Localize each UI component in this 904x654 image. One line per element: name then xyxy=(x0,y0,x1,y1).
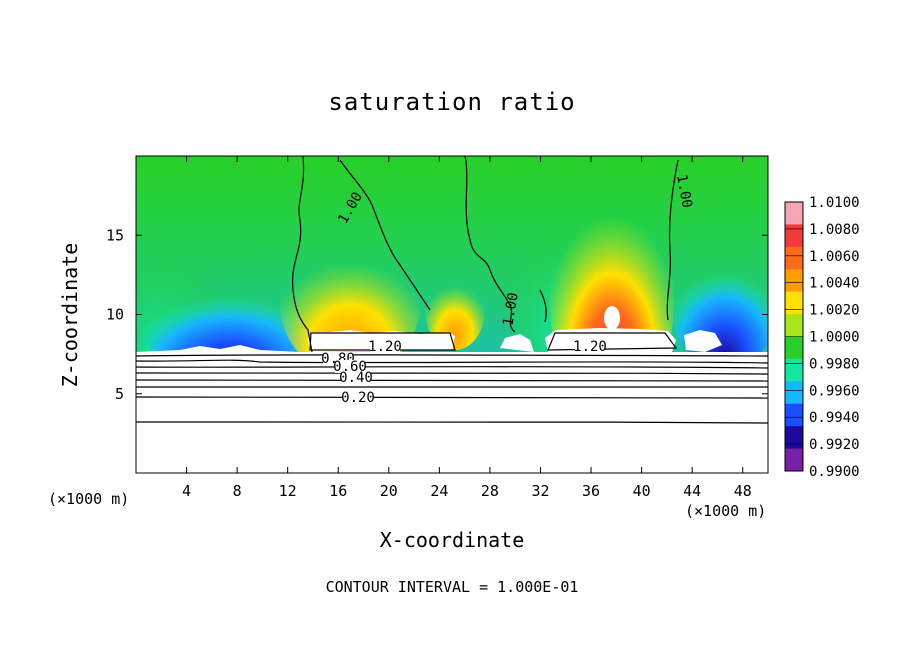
contour-0-30 xyxy=(136,396,768,399)
colorbar-label: 0.9980 xyxy=(809,356,860,372)
chart-title: saturation ratio xyxy=(328,88,576,116)
x-tick-label: 32 xyxy=(531,482,549,500)
colorbar: 1.0100 1.0080 1.0060 1.0040 1.0020 1.0000 0.99… xyxy=(784,195,860,480)
x-tick-label: 16 xyxy=(329,482,347,500)
colorbar-swatch xyxy=(785,269,803,293)
y-tick-label: 5 xyxy=(115,385,124,403)
x-tick-label: 28 xyxy=(481,482,499,500)
x-unit-label-right: (×1000 m) xyxy=(685,502,767,520)
colorbar-label: 0.9900 xyxy=(809,464,860,480)
x-axis-ticks: 4 8 12 16 20 24 28 32 36 40 44 48 xyxy=(182,156,752,500)
x-tick-label: 8 xyxy=(233,482,242,500)
colorbar-swatch xyxy=(785,448,803,472)
contour-1-20-right xyxy=(547,332,678,351)
contour-0-50 xyxy=(136,379,768,382)
contour-lines xyxy=(136,156,768,424)
contour-1-00-left xyxy=(291,156,313,353)
colorbar-swatch xyxy=(785,403,803,427)
contour-label-bg xyxy=(575,340,605,353)
contour-label-bg xyxy=(335,360,365,373)
contour-label-bg xyxy=(343,391,373,404)
colorbar-label: 1.0020 xyxy=(809,303,860,319)
contour-0-40 xyxy=(136,386,768,388)
colorbar-swatch xyxy=(785,426,803,450)
peak-highlight xyxy=(604,306,620,330)
contour-label: 1.00 xyxy=(673,173,695,209)
x-tick-label: 48 xyxy=(734,482,752,500)
contour-1-00-mid xyxy=(464,156,516,333)
contour-0-60 xyxy=(136,372,768,375)
field-undefined-lower-region xyxy=(136,345,768,473)
colorbar-label: 1.0000 xyxy=(809,330,860,346)
contour-1-00-small xyxy=(539,289,547,323)
contour-0-20 xyxy=(136,421,768,424)
colorbar-swatch xyxy=(785,314,803,337)
x-tick-label: 36 xyxy=(582,482,600,500)
field-warm-plume-small xyxy=(425,270,485,350)
x-tick-label: 4 xyxy=(182,482,191,500)
x-unit-label-left: (×1000 m) xyxy=(48,490,130,508)
y-tick-label: 15 xyxy=(106,226,124,244)
x-tick-label: 40 xyxy=(633,482,651,500)
colorbar-swatch xyxy=(785,381,803,405)
contour-interval-note: CONTOUR INTERVAL = 1.000E-01 xyxy=(325,578,579,596)
x-tick-label: 24 xyxy=(430,482,448,500)
colorbar-swatch xyxy=(785,358,803,382)
contour-label: 1.20 xyxy=(368,339,402,355)
contour-1-00-right xyxy=(666,159,679,321)
contour-label-bg xyxy=(341,371,371,384)
colorbar-swatch xyxy=(785,336,803,360)
contour-label: 0.40 xyxy=(339,370,373,386)
colorbar-swatch xyxy=(785,291,803,315)
contour-label: 1.00 xyxy=(500,291,522,327)
contour-0-70 xyxy=(136,366,768,369)
colorbar-swatch xyxy=(785,202,803,225)
x-tick-label: 20 xyxy=(380,482,398,500)
colorbar-label: 0.9960 xyxy=(809,383,860,399)
contour-label: 0.20 xyxy=(341,390,375,406)
y-tick-label: 10 xyxy=(106,306,124,324)
colorbar-swatch xyxy=(785,246,803,270)
contour-0-90 xyxy=(136,354,768,357)
colorbar-label: 0.9920 xyxy=(809,437,860,453)
cloud-region-mid xyxy=(500,334,534,352)
colorbar-swatch xyxy=(785,224,803,248)
contour-1-20-left xyxy=(309,332,456,351)
x-tick-label: 44 xyxy=(683,482,701,500)
contour-label: 1.20 xyxy=(573,339,607,355)
contour-label-bg xyxy=(370,340,400,353)
cloud-region-far-right xyxy=(684,330,722,352)
contour-1-00-left-branch xyxy=(339,159,431,311)
colorbar-label: 1.0040 xyxy=(809,276,860,292)
x-axis-label: X-coordinate xyxy=(379,528,525,552)
colorbar-label: 1.0100 xyxy=(809,195,860,211)
colorbar-label: 0.9940 xyxy=(809,410,860,426)
colorbar-label: 1.0060 xyxy=(809,249,860,265)
heatmap-field: 1.00 1.001.001.20 1.200.800.600.400.20 xyxy=(136,156,768,473)
colorbar-label: 1.0080 xyxy=(809,222,860,238)
y-axis-ticks: 5 10 15 xyxy=(106,226,768,403)
x-tick-label: 12 xyxy=(279,482,297,500)
